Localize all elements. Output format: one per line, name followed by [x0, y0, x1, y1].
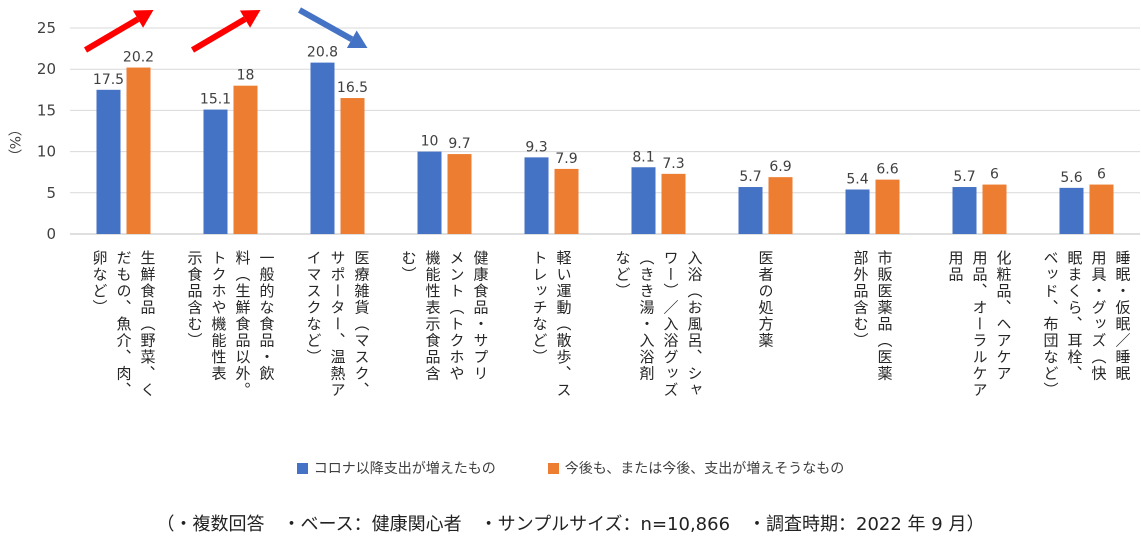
x-axis-label-line: 示食品含む）	[186, 250, 204, 349]
legend-label-series1: コロナ以降支出が増えたもの	[313, 461, 496, 477]
x-axis-label-line: 用品	[947, 250, 965, 283]
y-tick-label: 0	[46, 225, 56, 243]
legend-item-series2: 今後も、または今後、支出が増えそうなもの	[547, 458, 845, 478]
bar	[126, 67, 151, 234]
arrow-shaft	[190, 16, 247, 53]
x-axis-label-line: ベッド、布団など）	[1042, 250, 1060, 399]
x-axis-label-line: 睡眠・仮眠／睡眠	[1114, 250, 1132, 382]
x-axis-label-line: だもの、魚介、肉、	[115, 250, 133, 399]
x-axis-label-line: サポーター、温熱ア	[329, 250, 347, 399]
bar	[1089, 184, 1114, 234]
x-axis-label-line: 軽い運動（散歩、ス	[555, 250, 573, 399]
x-axis-label-line: む）	[400, 250, 418, 283]
y-tick-label: 5	[46, 184, 56, 202]
x-axis-label-line: 健康食品・サプリ	[472, 250, 490, 382]
data-label: 20.8	[307, 45, 338, 61]
y-tick-label: 25	[37, 19, 56, 37]
data-label: 18	[237, 68, 255, 84]
x-axis-label-line: 機能性表示食品含	[424, 250, 442, 382]
data-label: 5.7	[739, 169, 761, 185]
legend-swatch-orange	[547, 462, 559, 474]
y-axis-ticks: 0 5 10 15 20 25	[37, 19, 56, 243]
data-label: 15.1	[200, 92, 231, 108]
y-axis-label: （%）	[6, 122, 22, 163]
arrow-up-icon	[239, 10, 261, 28]
bar	[982, 184, 1007, 234]
bar	[661, 173, 686, 234]
legend: コロナ以降支出が増えたもの 今後も、または今後、支出が増えそうなもの	[0, 458, 1141, 478]
data-label: 8.1	[632, 149, 654, 165]
bar	[631, 167, 656, 234]
x-axis-label-line: トレッチなど）	[531, 250, 549, 366]
arrow-shaft	[298, 7, 354, 42]
x-axis-label-line: 生鮮食品（野菜、く	[139, 250, 157, 399]
data-label: 6.6	[876, 162, 898, 178]
data-label: 5.4	[846, 172, 868, 188]
bar	[554, 168, 579, 234]
bar	[952, 187, 977, 234]
data-label: 9.7	[448, 136, 470, 152]
x-axis-label-line: 医療雑貨（マスク、	[353, 250, 371, 399]
trend-arrows	[83, 7, 368, 53]
bar	[447, 154, 472, 234]
data-label: 17.5	[93, 72, 124, 88]
bar	[768, 177, 793, 234]
x-axis-label-line: イマスクなど）	[305, 250, 323, 366]
y-tick-label: 10	[37, 143, 56, 161]
y-tick-label: 20	[37, 60, 56, 78]
legend-swatch-blue	[296, 462, 308, 474]
data-label: 6	[1097, 167, 1106, 183]
data-label: 7.3	[662, 156, 684, 172]
bar	[875, 179, 900, 234]
data-label: 10	[421, 134, 439, 150]
gridlines	[70, 27, 1140, 235]
data-label: 9.3	[525, 139, 547, 155]
bars	[96, 62, 1114, 235]
x-axis-label-line: 市販医薬品（医薬	[876, 250, 894, 382]
legend-item-series1: コロナ以降支出が増えたもの	[296, 458, 496, 478]
data-label: 7.9	[555, 151, 577, 167]
x-axis-label-line: 一般的な食品・飲	[258, 250, 276, 382]
legend-label-series2: 今後も、または今後、支出が増えそうなもの	[564, 461, 845, 477]
arrow-down-icon	[346, 30, 368, 48]
x-axis-label-line: 眠まくら、耳栓、	[1066, 250, 1084, 382]
bar	[203, 109, 228, 234]
data-label: 5.7	[953, 169, 975, 185]
y-axis-label-text: （%）	[6, 122, 22, 163]
x-axis-label-line: 医者の処方薬	[757, 250, 775, 349]
bar	[96, 89, 121, 234]
bar	[340, 98, 365, 234]
y-tick-label: 15	[37, 101, 56, 119]
data-label: 6.9	[769, 159, 791, 175]
bar	[233, 85, 258, 235]
x-axis-label-line: 料（生鮮食品以外。	[234, 250, 252, 399]
data-label: 5.6	[1060, 170, 1082, 186]
arrow-shaft	[83, 16, 140, 53]
x-axis-label-line: （きき湯・入浴剤	[638, 250, 656, 382]
bar	[738, 187, 763, 234]
x-axis-label-line: 部外品含む）	[852, 250, 870, 349]
x-axis-label-line: 入浴（お風呂、シャ	[686, 250, 704, 399]
x-axis-label-line: 卵など）	[91, 250, 109, 316]
x-axis-label-line: メント（トクホや	[448, 250, 466, 382]
data-label: 6	[990, 167, 999, 183]
data-label: 20.2	[123, 50, 154, 66]
x-axis-label-line: など）	[614, 250, 632, 300]
x-axis-label-line: 用具・グッズ（快	[1090, 250, 1108, 382]
footnote: （・複数回答 ・ベース：健康関心者 ・サンプルサイズ：n=10,866 ・調査時…	[156, 514, 985, 535]
x-axis-label-line: 化粧品、ヘアケア	[995, 250, 1013, 382]
x-axis-label-line: 用品、オーラルケア	[971, 250, 989, 399]
bar	[310, 62, 335, 234]
x-axis-label-line: トクホや機能性表	[210, 250, 228, 382]
arrow-up-icon	[132, 10, 154, 28]
data-label: 16.5	[337, 80, 368, 96]
bar	[417, 151, 442, 234]
x-axis-label-line: ワー）／入浴グッズ	[662, 250, 680, 399]
bar	[524, 157, 549, 234]
bar	[845, 189, 870, 234]
bar	[1059, 187, 1084, 234]
data-labels: 17.5 15.1 20.8 10 9.3 8.1 5.7 5.4 5.7 5.6 20.2 18 16…	[93, 45, 1106, 188]
